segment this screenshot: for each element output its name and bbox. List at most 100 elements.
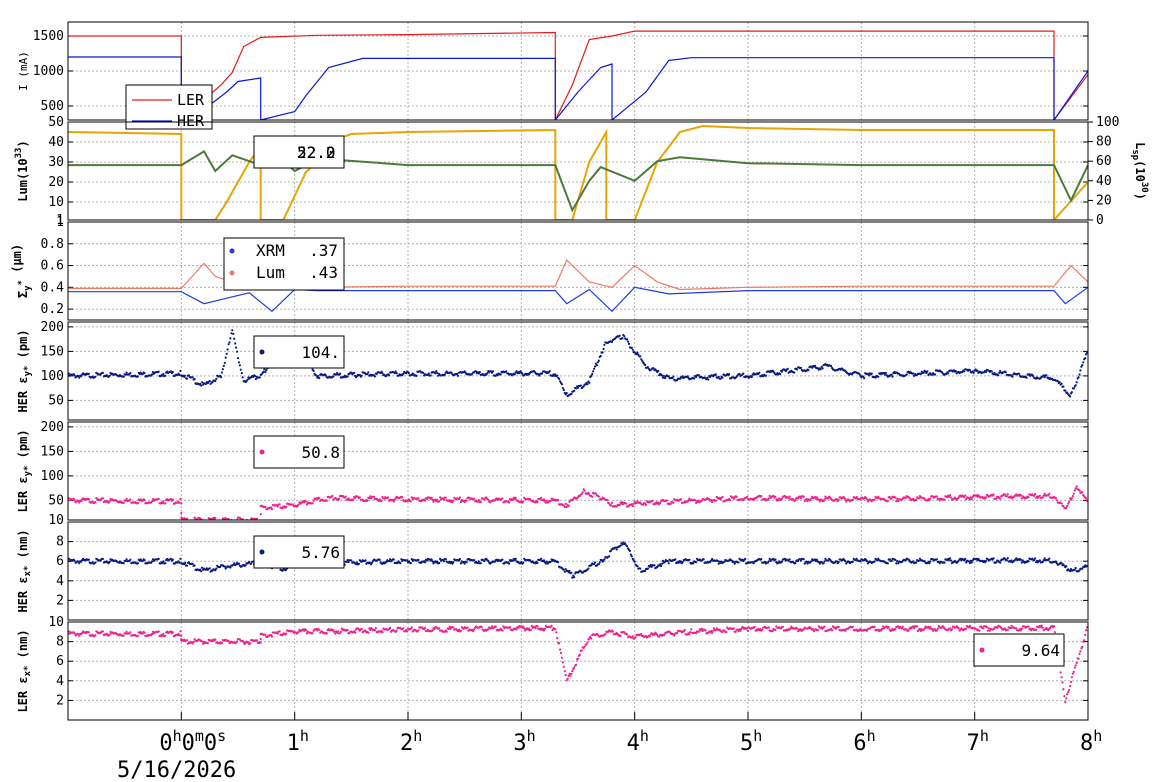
data-point <box>237 361 240 364</box>
data-point <box>378 558 381 562</box>
data-point <box>179 497 182 500</box>
data-point <box>436 560 439 563</box>
data-point <box>783 557 786 560</box>
data-point <box>561 661 565 664</box>
data-point <box>549 499 552 503</box>
data-point <box>568 672 571 675</box>
panel-frame <box>67 521 1089 621</box>
data-point <box>360 374 363 377</box>
data-point <box>490 627 493 630</box>
data-point <box>822 562 825 565</box>
data-point <box>814 496 817 499</box>
data-point <box>259 637 262 641</box>
data-point <box>1055 562 1058 565</box>
series-lsp <box>68 150 1088 213</box>
data-point <box>549 626 552 629</box>
data-point <box>125 371 128 374</box>
data-point <box>707 378 710 381</box>
data-point <box>679 560 683 563</box>
data-point <box>534 562 537 565</box>
data-point <box>502 625 505 628</box>
data-point <box>241 376 244 379</box>
series-group <box>68 259 1088 313</box>
data-point <box>522 561 525 564</box>
data-point <box>681 560 684 564</box>
data-point <box>372 495 376 499</box>
legend-value: .43 <box>309 263 338 282</box>
data-point <box>1069 684 1072 688</box>
data-point <box>788 495 791 498</box>
data-point <box>122 501 125 504</box>
data-point <box>1047 494 1050 497</box>
data-point <box>567 674 570 678</box>
data-point <box>1071 495 1074 498</box>
xtick-label: 2h <box>400 727 422 756</box>
data-point <box>151 500 154 503</box>
data-point <box>270 508 274 511</box>
data-point <box>1072 492 1075 495</box>
data-point <box>661 374 664 377</box>
data-point <box>904 559 907 562</box>
data-point <box>918 627 922 631</box>
data-point <box>77 560 80 563</box>
data-point <box>1069 680 1073 684</box>
data-point <box>948 495 951 498</box>
data-point <box>381 631 384 634</box>
data-point <box>527 627 531 630</box>
data-point <box>884 371 888 375</box>
data-point <box>200 384 203 387</box>
data-point <box>689 631 692 634</box>
data-point <box>844 560 847 563</box>
data-point <box>367 371 370 374</box>
data-point <box>248 560 251 563</box>
data-point <box>214 638 217 641</box>
data-point <box>439 557 442 561</box>
data-point <box>837 560 840 564</box>
data-point <box>721 495 724 499</box>
data-point <box>1043 557 1046 560</box>
data-point <box>465 561 468 564</box>
data-point <box>654 502 657 506</box>
data-point <box>171 631 174 634</box>
data-point <box>259 641 262 644</box>
data-point <box>837 626 840 629</box>
data-point <box>1025 376 1028 379</box>
data-point <box>108 560 111 564</box>
data-point <box>151 558 155 561</box>
data-point <box>125 497 128 500</box>
data-point <box>1034 557 1037 560</box>
data-point <box>682 630 685 633</box>
series-group <box>68 624 1088 704</box>
data-point <box>786 367 789 370</box>
data-point <box>151 630 155 633</box>
data-point <box>1010 559 1013 562</box>
data-point <box>600 498 603 501</box>
y2-axis-label: Lsp(1030) <box>1130 142 1149 200</box>
data-point <box>571 576 574 579</box>
data-point <box>810 560 813 563</box>
data-point <box>458 557 461 561</box>
panel-frame <box>67 421 1089 521</box>
y2tick-label: 100 <box>1096 115 1119 130</box>
data-point <box>1042 374 1045 377</box>
data-point <box>236 350 239 353</box>
legend-value: 5.76 <box>301 543 340 562</box>
data-point <box>896 497 899 500</box>
data-point <box>615 548 618 551</box>
ytick-label: 1 <box>56 213 64 228</box>
ytick-label: 150 <box>41 444 64 459</box>
data-point <box>369 628 372 632</box>
data-point <box>913 374 916 377</box>
data-point <box>171 371 174 374</box>
data-point <box>540 496 543 499</box>
data-point <box>882 625 885 628</box>
data-point <box>367 631 370 634</box>
data-point <box>802 495 805 498</box>
data-point <box>802 628 805 631</box>
data-point <box>136 501 139 505</box>
data-point <box>410 496 413 499</box>
data-point <box>491 625 494 628</box>
data-point <box>318 377 321 380</box>
data-point <box>143 631 146 634</box>
